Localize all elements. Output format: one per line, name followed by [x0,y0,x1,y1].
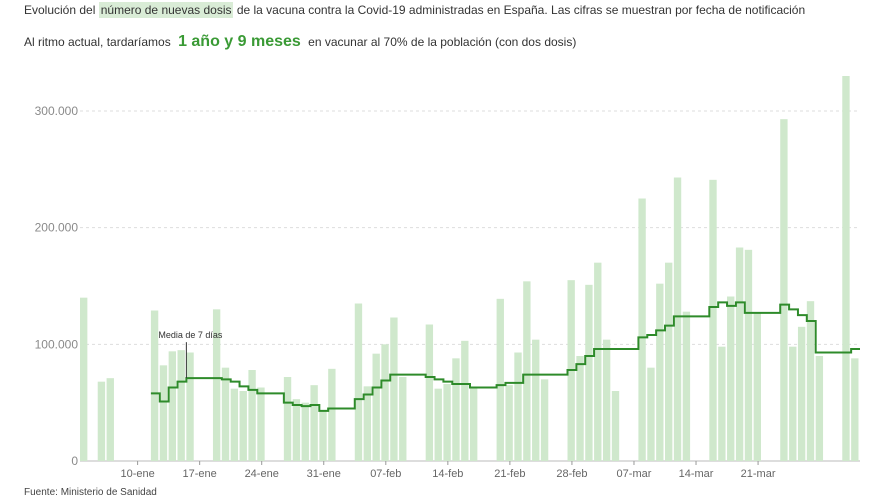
bar[interactable] [806,301,815,461]
bar[interactable] [390,317,398,462]
bar[interactable] [248,370,256,461]
bar[interactable] [851,358,859,461]
bar-series [80,76,859,462]
bar[interactable] [682,311,691,461]
bar[interactable] [283,377,292,461]
bar[interactable] [638,198,646,462]
x-tick-label: 21-feb [494,468,525,480]
y-tick-label: 0 [71,454,78,468]
bar[interactable] [709,179,717,462]
bar[interactable] [673,177,682,462]
bar[interactable] [735,247,744,462]
projection-text-end: en vacunar al 70% de la población (con d… [308,35,577,49]
bar[interactable] [540,379,549,461]
bar[interactable] [611,391,620,461]
description-text-start: Evolución del [24,3,96,17]
x-tick-label: 07-mar [617,468,652,480]
bar[interactable] [505,385,513,461]
bar[interactable] [425,324,434,462]
bar[interactable] [665,262,673,461]
x-tick-label: 17-ene [183,468,217,480]
bar[interactable] [381,344,389,461]
x-axis-ticks: 10-ene 17-ene 24-ene 31-ene 07-feb 14-feb 21-f… [120,461,776,480]
bar[interactable] [328,368,336,461]
bar[interactable] [842,76,850,461]
bar[interactable] [319,410,327,461]
x-tick-label: 14-mar [679,468,714,480]
bar[interactable] [815,356,824,461]
x-tick-label: 10-ene [120,468,154,480]
average-line-group [150,301,860,412]
bar[interactable] [399,377,407,461]
bar[interactable] [257,387,265,462]
y-tick-label: 300.000 [35,104,79,118]
source-note: Fuente: Ministerio de Sanidad [24,487,157,498]
bar[interactable] [310,385,318,461]
bar[interactable] [372,353,380,461]
bar[interactable] [585,284,593,461]
bar[interactable] [514,352,522,462]
bar[interactable] [230,388,239,461]
bar[interactable] [150,310,159,462]
projection-sentence: Al ritmo actual, tardaríamos 1 año y 9 m… [24,33,576,51]
bar[interactable] [523,281,531,461]
bar[interactable] [212,309,221,461]
bar[interactable] [452,358,460,461]
bar[interactable] [80,297,88,461]
bar[interactable] [532,339,540,461]
bar[interactable] [576,356,584,461]
bar[interactable] [292,399,301,461]
bar[interactable] [789,346,797,461]
bar[interactable] [602,339,611,461]
bar[interactable] [177,350,185,461]
bar[interactable] [718,346,726,461]
chart-description: Evolución del número de nuevas dosis de … [24,2,806,18]
bar[interactable] [753,312,761,461]
bar[interactable] [434,388,442,461]
bar[interactable] [797,326,806,461]
y-tick-label: 100.000 [35,337,79,351]
bar[interactable] [106,378,114,461]
bar[interactable] [239,391,247,461]
description-highlight: número de nuevas dosis [98,2,234,18]
bar[interactable] [186,352,194,462]
description-text-end: de la vacuna contra la Covid-19 administ… [236,3,806,17]
bar[interactable] [656,283,664,461]
x-tick-label: 28-feb [556,468,587,480]
x-tick-label: 14-feb [432,468,463,480]
bar[interactable] [461,340,469,461]
avg-annotation: Media de 7 días [158,330,223,379]
annotation-label: Media de 7 días [158,330,223,340]
average-line [150,301,860,412]
y-tick-label: 200.000 [35,221,79,235]
x-tick-label: 24-ene [245,468,279,480]
x-tick-label: 07-feb [370,468,401,480]
x-tick-label: 31-ene [307,468,341,480]
bar[interactable] [159,365,168,461]
bar[interactable] [301,402,309,461]
bar[interactable] [727,296,735,462]
bar[interactable] [443,384,451,461]
y-axis-ticks: 0 100.000 200.000 300.000 [35,104,79,468]
bar[interactable] [780,119,788,462]
bar[interactable] [363,386,371,461]
projection-text-start: Al ritmo actual, tardaríamos [24,35,171,49]
bar[interactable] [647,367,655,461]
x-tick-label: 21-mar [741,468,776,480]
bar[interactable] [221,367,230,461]
bar[interactable] [496,298,504,461]
bar[interactable] [744,249,753,461]
bar[interactable] [594,262,602,461]
bar[interactable] [168,351,176,461]
projection-duration: 1 año y 9 meses [178,33,301,50]
bar[interactable] [354,303,363,462]
bar[interactable] [97,381,106,461]
bar[interactable] [470,387,478,462]
